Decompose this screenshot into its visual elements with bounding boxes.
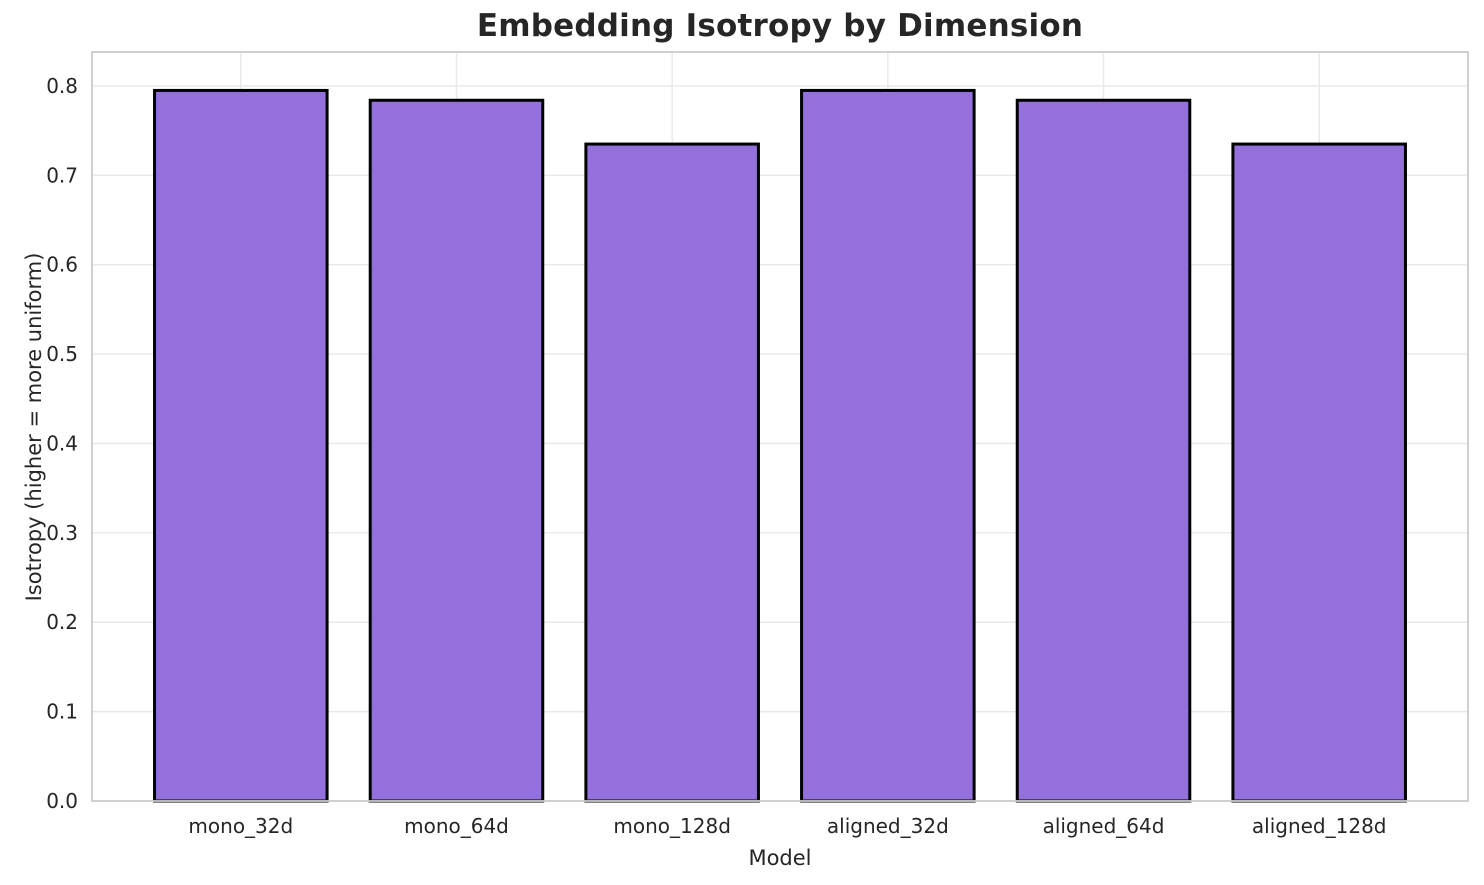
y-tick-label: 0.1 bbox=[46, 700, 78, 724]
x-tick-label: mono_128d bbox=[613, 814, 731, 838]
x-tick-label: mono_64d bbox=[404, 814, 509, 838]
x-tick-label: aligned_128d bbox=[1252, 814, 1387, 838]
x-tick-label: mono_32d bbox=[188, 814, 293, 838]
x-axis-label: Model bbox=[748, 846, 812, 870]
bar-mono_64d bbox=[368, 98, 545, 803]
bar-aligned_128d bbox=[1231, 142, 1407, 803]
bar-aligned_32d bbox=[800, 88, 976, 803]
y-axis-label: Isotropy (higher = more uniform) bbox=[22, 252, 46, 602]
bar-mono_32d bbox=[153, 88, 329, 803]
y-tick-label: 0.2 bbox=[46, 610, 78, 634]
y-tick-label: 0.6 bbox=[46, 253, 78, 277]
x-tick-label: aligned_32d bbox=[827, 814, 949, 838]
y-tick-label: 0.5 bbox=[46, 342, 78, 366]
chart-title: Embedding Isotropy by Dimension bbox=[476, 8, 1084, 44]
y-tick-label: 0.4 bbox=[46, 431, 78, 455]
bar-mono_128d bbox=[584, 142, 760, 803]
x-tick-label: aligned_64d bbox=[1043, 814, 1165, 838]
y-tick-label: 0.8 bbox=[46, 74, 78, 98]
y-tick-label: 0.7 bbox=[46, 163, 78, 187]
bar-aligned_64d bbox=[1015, 98, 1192, 803]
y-tick-label: 0.3 bbox=[46, 521, 78, 545]
y-tick-label: 0.0 bbox=[46, 789, 78, 813]
plot-frame bbox=[91, 51, 1469, 802]
